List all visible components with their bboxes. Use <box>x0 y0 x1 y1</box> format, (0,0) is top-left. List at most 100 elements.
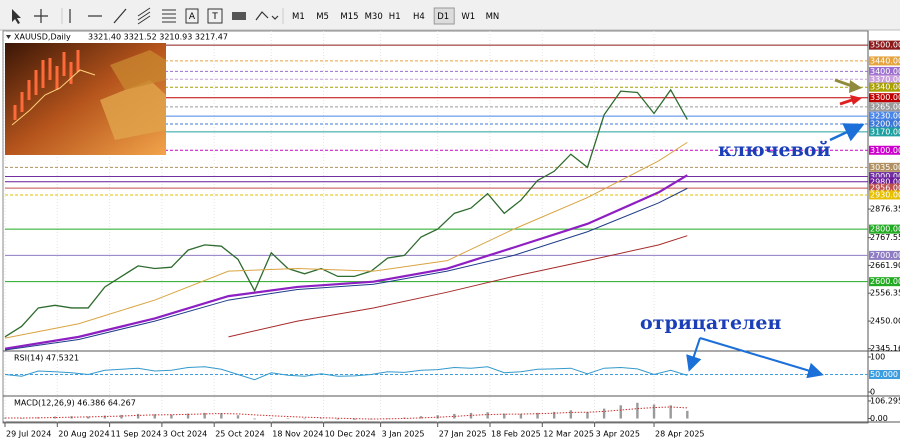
level-label-bg <box>869 183 900 193</box>
y-tick-label: 2556.35 <box>870 289 900 298</box>
y-tick-label: 0 <box>870 388 875 397</box>
x-tick-label: 12 Mar 2025 <box>543 430 594 439</box>
histogram-bar <box>602 408 606 419</box>
level-label: 3300.00 <box>870 93 900 102</box>
timeframe-active <box>433 7 455 25</box>
timeframe-button[interactable]: M1 <box>292 12 305 22</box>
level-label-bg <box>869 66 900 76</box>
y-tick-label: 100 <box>870 353 885 362</box>
timeframe-button[interactable]: M30 <box>365 12 383 22</box>
level-label: 2600.00 <box>870 277 900 286</box>
x-tick-label: 29 Jul 2024 <box>6 430 51 439</box>
timeframe-button[interactable]: H4 <box>413 12 425 22</box>
level-label: 3230.00 <box>870 112 900 121</box>
histogram-bar <box>120 414 123 419</box>
x-tick-label: 25 Oct 2024 <box>215 430 264 439</box>
annotation-arrow <box>686 337 702 372</box>
histogram-bar <box>652 404 656 419</box>
histogram-bar <box>636 402 639 419</box>
x-tick-label: 27 Jan 2025 <box>439 430 487 439</box>
level-label-bg <box>869 102 900 112</box>
plot: 29 Jul 2024 20 Aug 2024 11 Sep 2024 3 Oct 2… <box>3 31 900 439</box>
timeframe-button[interactable]: M5 <box>316 12 329 22</box>
fibo-tool[interactable] <box>162 9 176 23</box>
histogram-bar <box>569 410 573 419</box>
annotation: ключевой <box>718 139 831 161</box>
series-line <box>4 88 688 338</box>
chart-title: MACD(12,26,9) 46.386 64.267 <box>14 399 136 408</box>
level-label-bg <box>869 190 900 200</box>
y-tick-label: 0.00 <box>870 414 888 423</box>
level-label: 3100.00 <box>870 146 900 155</box>
level-label: 3035.00 <box>870 163 900 172</box>
level-label: 3400.00 <box>870 67 900 76</box>
level-label-bg <box>869 119 900 129</box>
histogram-bar <box>170 414 173 419</box>
level-label: 3170.00 <box>870 127 900 136</box>
x-tick-label: 3 Apr 2025 <box>596 430 640 439</box>
pane: 100 0 50.000 RSI(14) 47.5321 <box>4 353 900 397</box>
x-tick-label: 3 Oct 2024 <box>163 430 207 439</box>
arrow-tool[interactable] <box>232 12 246 20</box>
histogram-bar <box>519 413 523 419</box>
histogram-bar <box>20 418 23 419</box>
level-label-bg <box>869 370 900 379</box>
y-tick-label: 2450.00 <box>870 317 900 326</box>
histogram-bar <box>419 416 423 419</box>
timeframe-button[interactable]: M15 <box>340 12 358 22</box>
series-line <box>4 187 688 351</box>
timeframes: M1 M5 M15 M30 H1 H4 D1 W1 MN <box>292 7 500 25</box>
x-tick-label: 3 Jan 2025 <box>382 430 425 439</box>
timeframe-button[interactable]: W1 <box>461 12 475 22</box>
channel-tool[interactable] <box>137 7 151 25</box>
thumbnail-gold <box>100 80 166 140</box>
histogram-bar <box>319 418 323 420</box>
histogram-bar <box>336 418 340 420</box>
cursor-tool[interactable] <box>12 9 21 24</box>
level-label: 3340.00 <box>870 83 900 92</box>
level-label-bg <box>869 277 900 287</box>
thumbnail-line <box>11 69 96 126</box>
pane: 106.295 0.00 MACD(12,26,9) 46.386 64.267 <box>3 396 900 423</box>
level-label: 3200.00 <box>870 119 900 128</box>
level-label-bg <box>869 250 900 260</box>
annotation-arrow-head <box>850 95 862 105</box>
histogram-bar <box>453 413 456 419</box>
level-label-bg <box>869 56 900 66</box>
level-label-bg <box>869 82 900 92</box>
label-tool[interactable] <box>207 8 223 24</box>
trend-line-tool[interactable] <box>113 8 127 24</box>
timeframe-button[interactable]: D1 <box>437 12 449 22</box>
level-label: 2930.00 <box>870 190 900 199</box>
timeframe-button[interactable]: MN <box>486 12 500 22</box>
annotation: отрицателен <box>640 312 782 334</box>
histogram-bar <box>619 405 622 419</box>
series-line <box>4 366 688 381</box>
histogram-bar <box>303 418 306 420</box>
text-tool-icon: A <box>189 12 196 22</box>
level-label: 2700.00 <box>870 251 900 260</box>
x-tick-label: 11 Sep 2024 <box>111 430 162 439</box>
y-tick-label: 106.295 <box>870 396 900 405</box>
text-tool[interactable] <box>185 8 199 24</box>
series-line <box>228 235 688 338</box>
histogram-bar <box>686 410 689 419</box>
annotation-arrow <box>699 337 824 379</box>
histogram-bar <box>386 418 389 419</box>
x-tick-label: 18 Nov 2024 <box>272 430 323 439</box>
crosshair-tool[interactable] <box>34 9 48 23</box>
level-label: 3440.00 <box>870 56 900 65</box>
level-label: 3500.00 <box>870 41 900 50</box>
x-tick-label: 18 Feb 2025 <box>491 430 541 439</box>
y-tick-label: 2661.90 <box>870 261 900 270</box>
shapes-tool[interactable] <box>255 11 279 21</box>
timeframe-button[interactable]: H1 <box>389 12 401 22</box>
title-marker <box>6 35 11 39</box>
annotation-arrow <box>839 98 853 106</box>
series-line <box>4 174 688 350</box>
histogram-bar <box>136 413 140 419</box>
histogram-bar <box>669 405 672 419</box>
x-tick-label: 28 Apr 2025 <box>655 430 704 439</box>
histogram-bar <box>186 413 190 419</box>
